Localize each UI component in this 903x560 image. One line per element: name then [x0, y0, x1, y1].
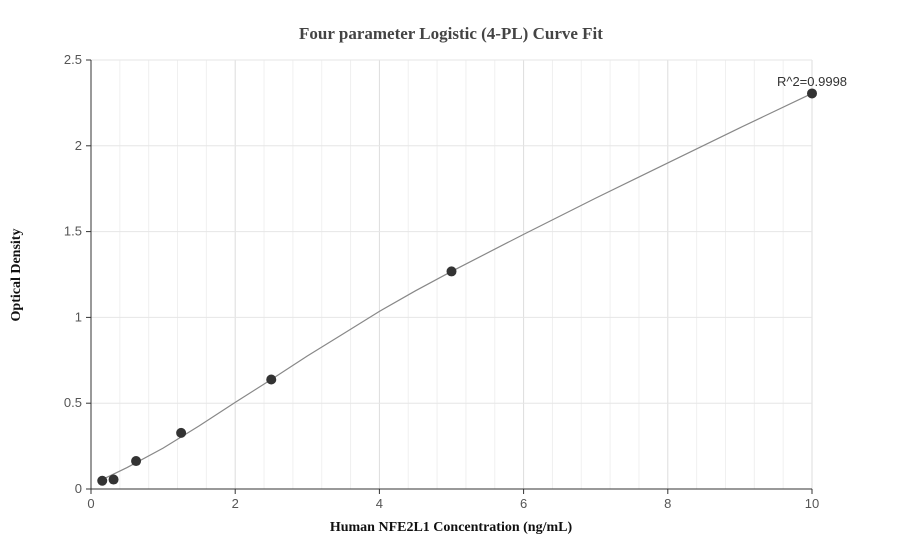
- data-point: [108, 474, 119, 485]
- x-axis-label: Human NFE2L1 Concentration (ng/mL): [330, 520, 573, 535]
- chart-title: Four parameter Logistic (4-PL) Curve Fit: [299, 24, 603, 43]
- y-tick-label: 2: [75, 138, 82, 153]
- r-squared-annotation: R^2=0.9998: [777, 74, 847, 89]
- y-tick-label: 1.5: [64, 224, 82, 239]
- data-point: [131, 456, 142, 467]
- data-point: [266, 374, 277, 385]
- data-points: [97, 88, 817, 486]
- x-tick-label: 8: [664, 496, 671, 511]
- data-point: [176, 427, 187, 438]
- y-tick-label: 0: [75, 481, 82, 496]
- data-point: [807, 88, 817, 99]
- y-tick-label: 2.5: [64, 52, 82, 67]
- y-axis-label: Optical Density: [9, 229, 24, 322]
- x-tick-label: 4: [376, 496, 383, 511]
- y-tick-label: 0.5: [64, 395, 82, 410]
- tick-labels: 0 2 4 6 8 10 0 0.5 1 1.5 2 2.5: [64, 52, 819, 511]
- data-point: [446, 266, 457, 277]
- grid: [90, 59, 813, 490]
- x-tick-label: 10: [805, 496, 819, 511]
- axes: [86, 59, 813, 494]
- fit-curve: [101, 92, 813, 481]
- x-tick-label: 0: [87, 496, 94, 511]
- y-tick-label: 1: [75, 309, 82, 324]
- data-point: [97, 475, 108, 486]
- x-tick-label: 6: [520, 496, 527, 511]
- x-tick-label: 2: [232, 496, 239, 511]
